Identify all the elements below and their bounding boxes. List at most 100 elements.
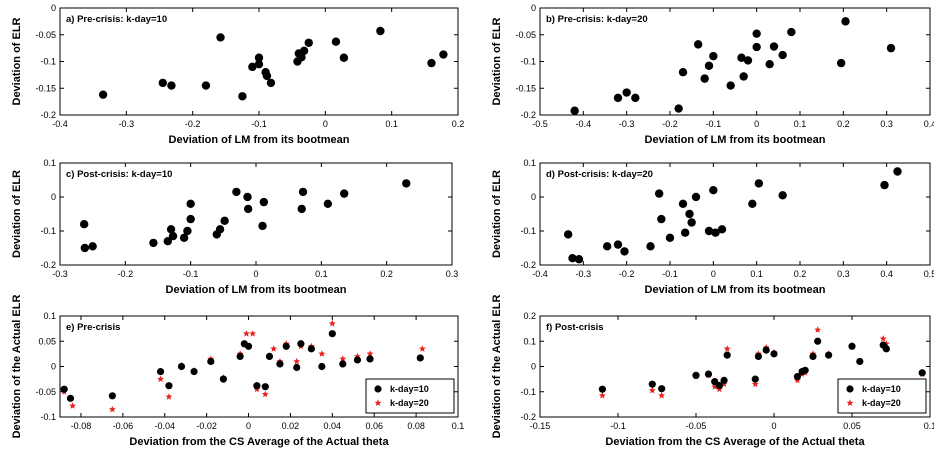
data-point — [602, 242, 612, 251]
x-tick-label: -0.08 — [71, 421, 92, 431]
k10-marker — [648, 380, 656, 388]
y-tick-label: -0.05 — [35, 30, 56, 40]
x-tick-label: 0 — [754, 119, 759, 129]
k20-marker — [165, 393, 173, 400]
x-tick-label: -0.02 — [196, 421, 217, 431]
data-point — [262, 71, 272, 81]
k20-marker — [723, 345, 731, 352]
legend-k20-marker — [374, 399, 382, 406]
data-point — [678, 68, 688, 77]
x-tick-label: 0.1 — [452, 421, 465, 431]
data-point — [765, 59, 774, 69]
x-tick-label: -0.15 — [530, 421, 551, 431]
panel-title: c) Post-crisis: k-day=10 — [66, 169, 172, 180]
data-point — [258, 221, 267, 231]
k10-marker — [60, 385, 68, 393]
k10-marker — [261, 383, 269, 391]
data-point — [243, 192, 252, 202]
k10-marker — [814, 337, 822, 345]
data-point — [737, 53, 746, 62]
y-tick-label: -0.1 — [520, 226, 536, 236]
y-tick-label: -0.15 — [35, 83, 56, 93]
data-point — [685, 209, 694, 219]
k10-marker — [165, 382, 173, 390]
legend-box — [837, 378, 927, 414]
y-tick-label: -0.2 — [520, 412, 536, 422]
k10-marker — [918, 369, 926, 377]
data-point — [183, 226, 192, 236]
x-tick-label: 0.08 — [407, 421, 425, 431]
data-point — [836, 58, 846, 68]
data-point — [680, 228, 690, 237]
k10-marker — [754, 352, 763, 360]
y-tick-label: 0.1 — [43, 158, 56, 168]
data-point — [402, 179, 411, 188]
x-axis-label: Deviation from the CS Average of the Act… — [129, 436, 389, 448]
y-tick-label: 0.2 — [523, 311, 536, 321]
data-point — [79, 220, 89, 229]
k10-marker — [297, 340, 305, 348]
k20-marker — [108, 405, 116, 413]
x-axis-label: Deviation from the CS Average of the Act… — [605, 436, 865, 448]
data-point — [201, 81, 211, 90]
plot-frame — [539, 162, 931, 266]
data-point — [323, 199, 333, 208]
data-point — [299, 46, 309, 55]
data-point — [259, 197, 269, 207]
data-point — [754, 179, 764, 188]
panel-title: a) Pre-crisis: k-day=10 — [66, 14, 167, 25]
data-point — [769, 42, 779, 51]
k10-marker — [236, 352, 244, 360]
k10-marker — [598, 385, 607, 393]
x-tick-label: 0.4 — [924, 119, 934, 129]
x-tick-label: -0.04 — [154, 421, 175, 431]
y-tick-label: -0.2 — [40, 260, 56, 270]
data-point — [168, 231, 178, 241]
data-point — [717, 225, 727, 234]
data-point — [232, 187, 241, 197]
panel-c: -0.3 -0.2 -0.1 0 0.1 0.2 0.3-0.2-0.100.1c) Pos… — [11, 158, 458, 296]
y-axis-label: Deviation of ELR — [11, 170, 23, 258]
x-tick-label: -0.3 — [119, 119, 135, 129]
data-point — [568, 254, 577, 263]
x-axis-label: Deviation of LM from its bootmean — [645, 284, 826, 296]
data-point — [167, 81, 176, 90]
x-tick-label: 0.1 — [750, 269, 763, 279]
data-point — [216, 33, 225, 42]
y-tick-label: 0 — [51, 362, 56, 372]
k20-marker — [270, 345, 278, 352]
k10-marker — [801, 366, 809, 374]
k20-marker — [328, 319, 336, 327]
k10-marker — [353, 356, 362, 364]
y-tick-label: 0 — [51, 192, 56, 202]
y-tick-label: 0.1 — [523, 336, 536, 346]
data-point — [238, 92, 247, 101]
k10-marker — [848, 342, 856, 350]
panel-e: -0.08 -0.06 -0.04 -0.02 0 0.02 0.04 0.06 0.08 0.1… — [11, 295, 464, 448]
data-point — [752, 29, 761, 38]
x-tick-label: -0.1 — [610, 421, 626, 431]
x-axis-label: Deviation of LM from its bootmean — [166, 284, 347, 296]
x-tick-label: 0.06 — [365, 421, 383, 431]
k20-marker — [879, 335, 887, 342]
panel-title: f) Post-crisis — [546, 322, 604, 333]
legend-k20-marker — [846, 399, 854, 406]
data-point — [88, 242, 97, 251]
k10-marker — [328, 330, 336, 338]
y-tick-label: 0 — [531, 192, 536, 202]
x-tick-label: 0.2 — [837, 119, 850, 129]
k20-marker — [249, 330, 257, 337]
k10-marker — [825, 351, 833, 359]
x-tick-label: -0.5 — [532, 119, 548, 129]
k10-marker — [751, 375, 759, 383]
k10-marker — [244, 342, 253, 350]
k20-marker — [751, 380, 759, 388]
x-tick-label: -0.06 — [113, 421, 134, 431]
data-point — [243, 204, 253, 214]
x-tick-label: 0.1 — [315, 269, 328, 279]
data-point — [709, 186, 718, 195]
k10-marker — [207, 357, 215, 366]
panel-a: -0.4 -0.3 -0.2 -0.1 0 0.1 0.2 -0.2 -0.15 -0.1 -0.0… — [11, 3, 464, 146]
legend-k10-marker — [846, 385, 854, 393]
legend: k-day=10 k-day=20 — [365, 378, 455, 414]
